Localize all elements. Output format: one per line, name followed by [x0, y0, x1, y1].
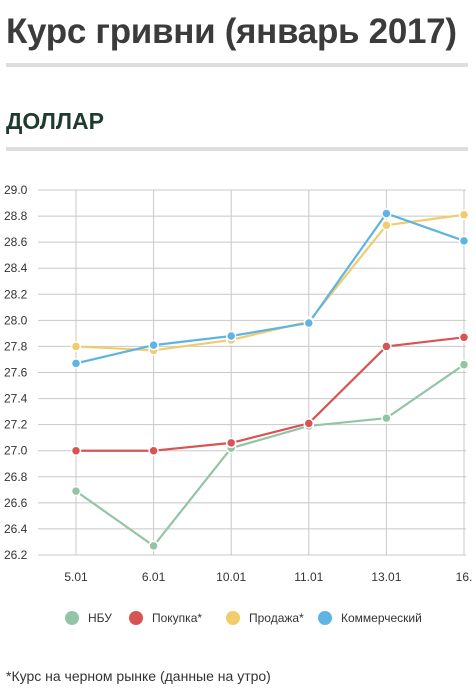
- legend-label[interactable]: НБУ: [88, 611, 112, 625]
- data-point[interactable]: [148, 445, 159, 456]
- y-tick-label: 28.6: [4, 235, 28, 249]
- y-tick-label: 27.2: [4, 418, 28, 432]
- data-point[interactable]: [381, 219, 392, 231]
- y-tick-label: 29.0: [4, 183, 28, 197]
- x-tick-label: 5.01: [64, 570, 88, 584]
- x-tick-label: 13.01: [371, 570, 401, 584]
- y-tick-label: 28.8: [4, 209, 28, 223]
- x-tick-label: 11.01: [294, 570, 323, 584]
- data-point[interactable]: [148, 339, 159, 351]
- data-point[interactable]: [458, 332, 470, 343]
- data-point[interactable]: [381, 208, 392, 219]
- series-line-0: [75, 363, 465, 547]
- legend-marker: [129, 611, 143, 625]
- data-point[interactable]: [148, 540, 159, 552]
- data-point[interactable]: [458, 359, 470, 370]
- y-tick-label: 27.4: [4, 392, 28, 406]
- footnote: *Курс на черном рынке (данные на утро): [6, 668, 271, 684]
- data-point[interactable]: [225, 330, 237, 342]
- series-line-3: [75, 212, 465, 365]
- legend-label[interactable]: Коммерческий: [341, 611, 422, 625]
- y-tick-label: 28.0: [4, 313, 28, 327]
- page-title: Курс гривни (январь 2017): [6, 12, 457, 51]
- data-point[interactable]: [225, 437, 237, 449]
- data-point[interactable]: [458, 235, 470, 247]
- data-point[interactable]: [458, 209, 470, 221]
- data-point[interactable]: [70, 445, 82, 456]
- usd-rate-line-chart: 26.2 26.4 26.6 26.8 27.0 27.2 27.4 27.6 27.8 28.0…: [4, 183, 473, 625]
- legend-marker: [318, 611, 332, 625]
- y-tick-label: 26.8: [4, 470, 28, 484]
- data-point[interactable]: [70, 358, 82, 369]
- section-divider: [6, 147, 468, 151]
- data-point[interactable]: [303, 418, 315, 429]
- x-tick-label: 10.01: [216, 570, 246, 584]
- legend-label[interactable]: Покупка*: [152, 611, 202, 625]
- y-tick-label: 28.2: [4, 287, 28, 301]
- y-tick-label: 26.2: [4, 548, 28, 562]
- data-point[interactable]: [381, 412, 392, 424]
- y-tick-label: 26.6: [4, 496, 28, 510]
- x-tick-label: 16.: [456, 570, 473, 584]
- legend-marker: [226, 611, 240, 625]
- legend-label[interactable]: Продажа*: [249, 611, 304, 625]
- legend-marker: [65, 611, 79, 625]
- data-point[interactable]: [381, 341, 392, 352]
- series-line-2: [75, 213, 465, 352]
- y-tick-label: 28.4: [4, 261, 28, 275]
- data-point[interactable]: [303, 317, 315, 329]
- series-line-1: [76, 336, 465, 452]
- y-tick-label: 27.8: [4, 339, 28, 353]
- data-point[interactable]: [70, 485, 82, 497]
- x-tick-label: 6.01: [142, 570, 166, 584]
- data-point[interactable]: [70, 341, 82, 352]
- section-title: ДОЛЛАР: [6, 108, 104, 134]
- title-divider: [6, 63, 468, 67]
- y-tick-label: 27.6: [4, 366, 28, 380]
- y-tick-label: 26.4: [4, 522, 28, 536]
- y-tick-label: 27.0: [4, 444, 28, 458]
